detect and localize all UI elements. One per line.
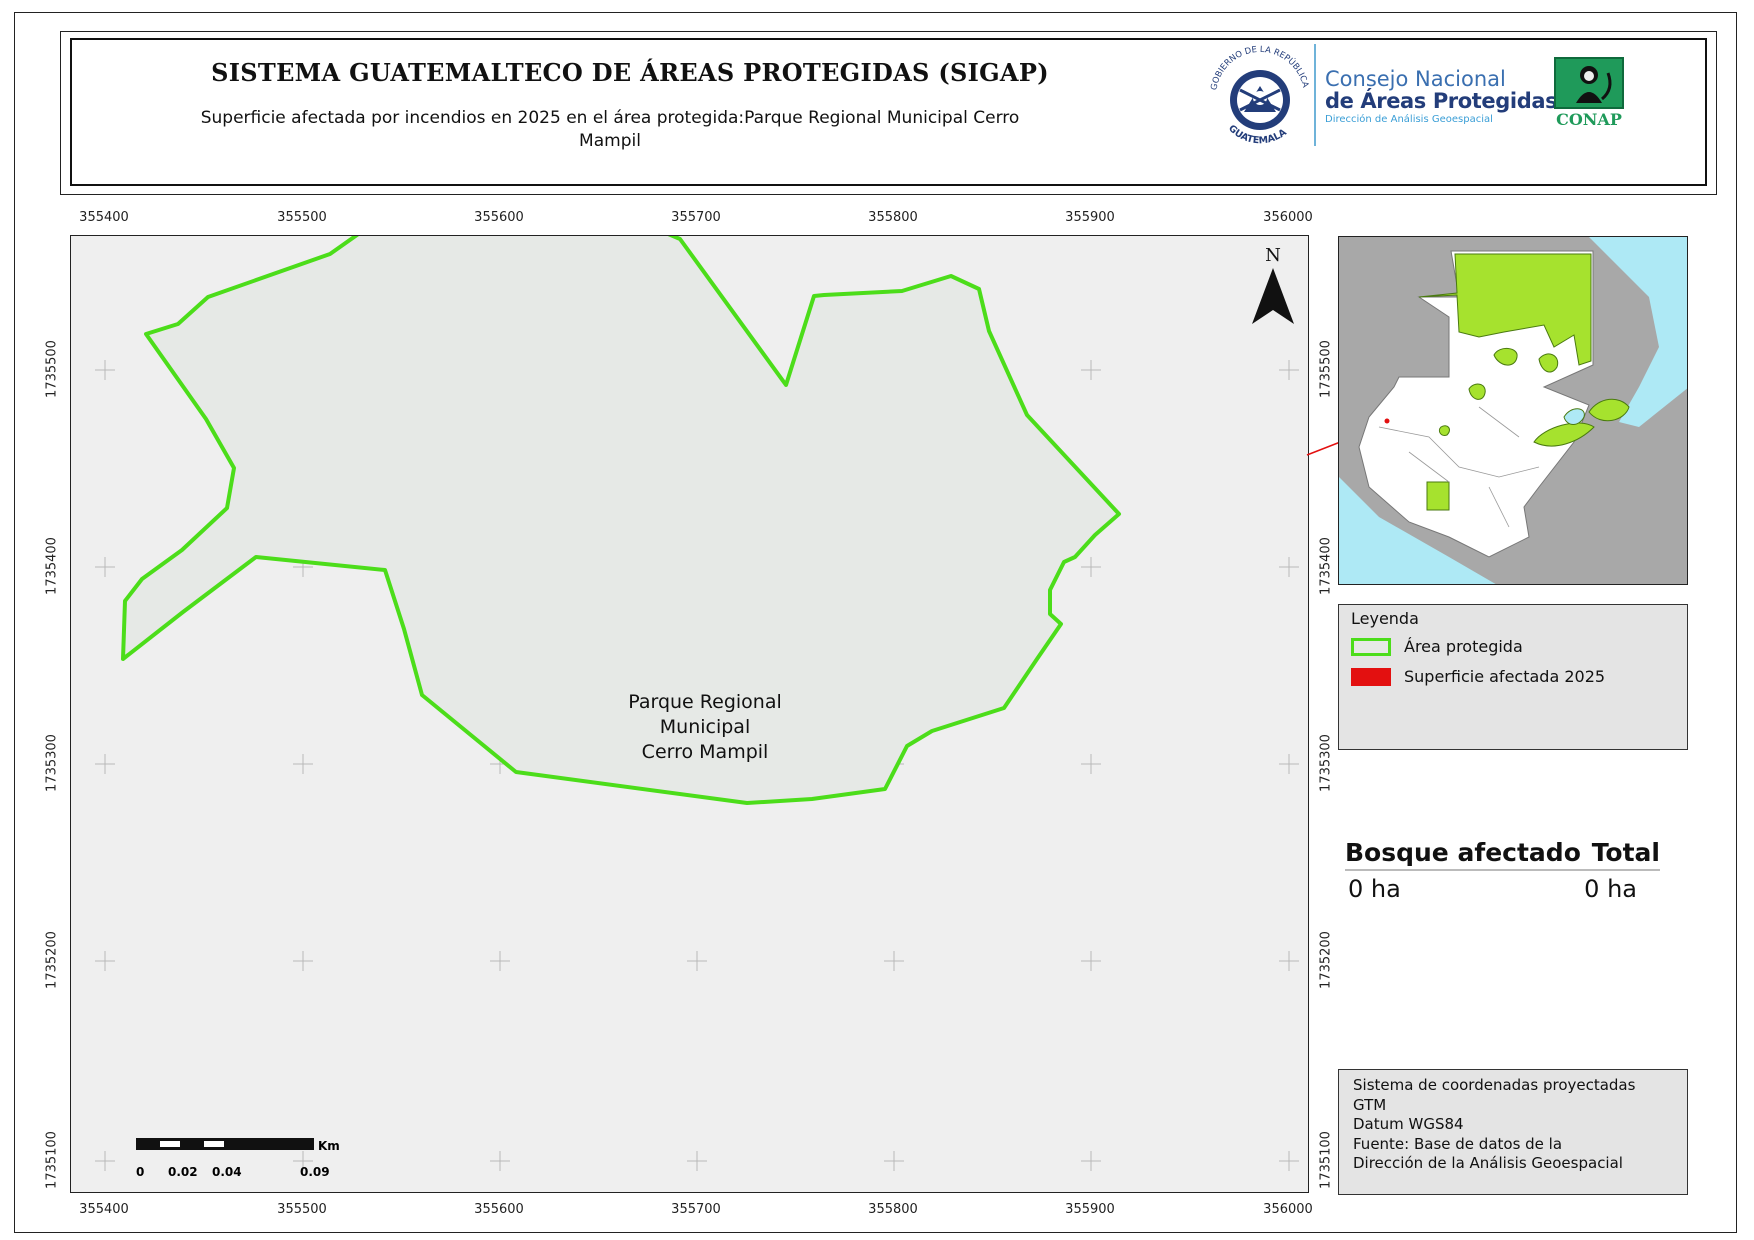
north-arrow: N (1250, 245, 1296, 332)
guatemala-seal-logo: GOBIERNO DE LA REPÚBLICA GUATEMALA (1209, 45, 1310, 146)
protected-area-boundary[interactable] (121, 236, 1121, 805)
stats-header-affected: Bosque afectado (1345, 838, 1581, 867)
legend-swatch-protected-area (1351, 637, 1391, 656)
coordinate-tick-label: 355800 (868, 210, 918, 225)
affected-forest-table: Bosque afectado Total 0 ha 0 ha (1345, 838, 1660, 903)
stats-value-affected: 0 ha (1348, 875, 1401, 903)
title-block-outer (60, 31, 1717, 195)
legend-item-label: Área protegida (1404, 637, 1523, 656)
crs-line: Datum WGS84 (1353, 1115, 1464, 1133)
scale-bar-graphic: Km 0 0.02 0.04 0.09 (136, 1138, 340, 1179)
inset-location-marker (1384, 418, 1390, 424)
inset-protected-area (1533, 422, 1595, 447)
protected-area-label: Parque Regional Municipal Cerro Mampil (600, 690, 810, 765)
subtitle-line: Mampil (579, 131, 641, 151)
coordinate-tick-label: 355400 (79, 1202, 129, 1217)
coordinate-tick-label: 356000 (1263, 1202, 1313, 1217)
crs-line: Sistema de coordenadas proyectadas (1353, 1076, 1636, 1094)
coordinate-tick-label: 355600 (474, 1202, 524, 1217)
stats-header-total: Total (1591, 838, 1660, 867)
north-label: N (1265, 245, 1281, 266)
inset-department-borders (1378, 406, 1540, 528)
coordinate-tick-label: 1735500 (1318, 340, 1334, 398)
legend-item: Área protegida (1351, 637, 1523, 656)
page-subtitle: Superficie afectada por incendios en 202… (185, 107, 1035, 153)
scale-unit: Km (318, 1139, 340, 1153)
scale-bar: Km 0 0.02 0.04 0.09 (136, 1136, 366, 1188)
inset-protected-area (1426, 481, 1450, 511)
coordinate-system-box: Sistema de coordenadas proyectadas GTM D… (1338, 1069, 1688, 1195)
inset-protected-area (1468, 383, 1486, 400)
coordinate-tick-label: 355500 (277, 1202, 327, 1217)
map-sheet-frame (14, 12, 1737, 1233)
coordinate-tick-label: 1735200 (1318, 931, 1334, 989)
coordinate-tick-label: 1735500 (44, 340, 60, 398)
area-label-line: Cerro Mampil (641, 741, 769, 763)
crs-line: GTM (1353, 1095, 1387, 1114)
coordinate-tick-label: 356000 (1263, 210, 1313, 225)
area-label-line: Parque Regional (628, 691, 782, 713)
scale-label: 0.04 (212, 1165, 242, 1179)
inset-lake (1563, 408, 1585, 425)
inset-pacific-ocean (1339, 477, 1496, 584)
conap-short-label: CONAP (1556, 110, 1622, 129)
main-map[interactable] (70, 235, 1309, 1193)
coordinate-tick-label: 1735100 (44, 1131, 60, 1189)
legend-item: Superficie afectada 2025 (1351, 667, 1605, 686)
scale-label: 0.02 (168, 1165, 198, 1179)
legend-title: Leyenda (1351, 609, 1419, 628)
coordinate-tick-label: 355600 (474, 210, 524, 225)
legend: Leyenda Área protegida Superficie afecta… (1338, 604, 1688, 750)
location-inset-map[interactable] (1338, 236, 1688, 585)
conap-line3: Dirección de Análisis Geoespacial (1325, 114, 1493, 126)
area-label-line: Municipal (659, 716, 751, 738)
inset-map-canvas (1339, 237, 1687, 584)
coordinate-tick-label: 355500 (277, 210, 327, 225)
coordinate-tick-label: 355800 (868, 1202, 918, 1217)
inset-protected-area (1493, 348, 1518, 366)
page-title: SISTEMA GUATEMALTECO DE ÁREAS PROTEGIDAS… (211, 58, 1049, 87)
coordinate-tick-label: 355900 (1065, 1202, 1115, 1217)
stats-header-row: Bosque afectado Total (1345, 838, 1660, 871)
crs-line: Fuente: Base de datos de la (1353, 1134, 1563, 1153)
inset-protected-area (1538, 353, 1559, 373)
logo-divider (1314, 44, 1316, 146)
scale-label: 0.09 (300, 1165, 330, 1179)
coordinate-tick-label: 1735200 (44, 931, 60, 989)
inset-protected-area (1418, 253, 1592, 366)
subtitle-line: Superficie afectada por incendios en 202… (200, 108, 1020, 128)
conap-wordmark: Consejo Nacional de Áreas Protegidas Dir… (1325, 67, 1558, 126)
main-map-canvas (95, 236, 1299, 1171)
scale-label: 0 (136, 1165, 144, 1179)
inset-caribbean-sea (1589, 237, 1687, 427)
coordinate-tick-label: 355700 (671, 1202, 721, 1217)
coordinate-tick-label: 1735400 (44, 537, 60, 595)
coordinate-tick-label: 1735300 (1318, 734, 1334, 792)
title-block (70, 38, 1707, 186)
conap-line1: Consejo Nacional (1325, 67, 1506, 91)
coordinate-tick-label: 355900 (1065, 210, 1115, 225)
legend-item-label: Superficie afectada 2025 (1404, 667, 1606, 686)
legend-swatch-affected-surface (1351, 667, 1391, 686)
conap-animal-logo-icon (1554, 57, 1624, 109)
stats-value-row: 0 ha 0 ha (1345, 875, 1660, 903)
coordinate-tick-label: 1735300 (44, 734, 60, 792)
inset-guatemala-country (1358, 250, 1594, 558)
crs-line: Dirección de la Análisis Geoespacial (1353, 1154, 1623, 1172)
inset-protected-area (1588, 398, 1630, 422)
north-arrow-icon (1252, 268, 1294, 324)
inset-protected-area (1438, 425, 1450, 436)
coordinate-tick-label: 1735100 (1318, 1131, 1334, 1189)
conap-line2: de Áreas Protegidas (1325, 89, 1558, 114)
coordinate-tick-label: 355700 (671, 210, 721, 225)
stats-value-total: 0 ha (1584, 875, 1637, 903)
coordinate-tick-label: 1735400 (1318, 537, 1334, 595)
coordinate-tick-label: 355400 (79, 210, 129, 225)
